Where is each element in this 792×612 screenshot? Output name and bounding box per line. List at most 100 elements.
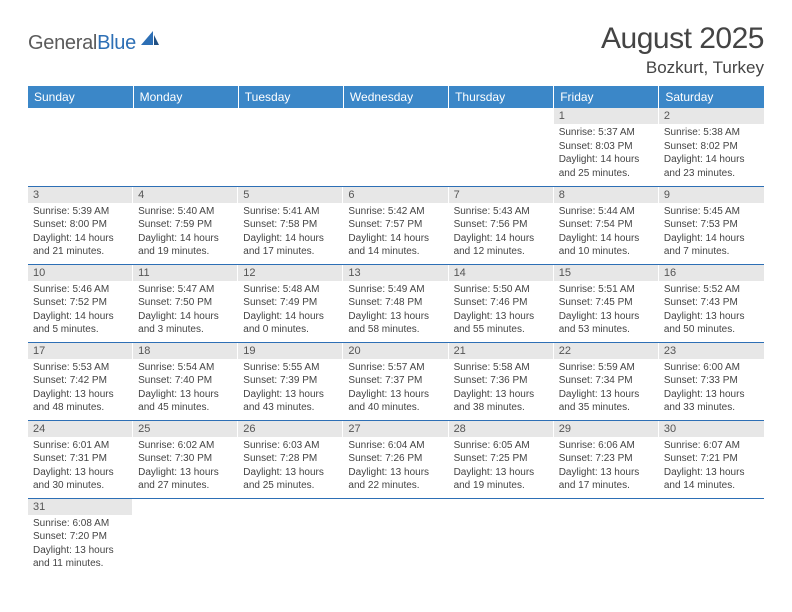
daylight-text: Daylight: 13 hours [243,466,338,480]
calendar-cell: 11Sunrise: 5:47 AMSunset: 7:50 PMDayligh… [133,264,238,342]
day-number: 5 [238,187,343,203]
sunset-text: Sunset: 7:54 PM [559,218,654,232]
calendar-cell [238,498,343,576]
header: General Blue August 2025 Bozkurt, Turkey [28,22,764,78]
daylight-text: and 50 minutes. [664,323,759,337]
sunrise-text: Sunrise: 6:05 AM [454,439,549,453]
sunrise-text: Sunrise: 6:03 AM [243,439,338,453]
sunrise-text: Sunrise: 5:58 AM [454,361,549,375]
daylight-text: Daylight: 13 hours [664,466,759,480]
day-body: Sunrise: 6:05 AMSunset: 7:25 PMDaylight:… [449,437,554,497]
calendar-row: 24Sunrise: 6:01 AMSunset: 7:31 PMDayligh… [28,420,764,498]
daylight-text: and 25 minutes. [559,167,654,181]
daylight-text: Daylight: 14 hours [33,310,128,324]
calendar-cell: 29Sunrise: 6:06 AMSunset: 7:23 PMDayligh… [554,420,659,498]
day-number: 21 [449,343,554,359]
day-body: Sunrise: 5:48 AMSunset: 7:49 PMDaylight:… [238,281,343,341]
calendar-cell: 13Sunrise: 5:49 AMSunset: 7:48 PMDayligh… [343,264,448,342]
daylight-text: and 19 minutes. [454,479,549,493]
calendar-cell: 8Sunrise: 5:44 AMSunset: 7:54 PMDaylight… [554,186,659,264]
day-number: 23 [659,343,764,359]
calendar-cell: 1Sunrise: 5:37 AMSunset: 8:03 PMDaylight… [554,108,659,186]
calendar-cell: 20Sunrise: 5:57 AMSunset: 7:37 PMDayligh… [343,342,448,420]
daylight-text: and 33 minutes. [664,401,759,415]
sunset-text: Sunset: 7:57 PM [348,218,443,232]
sunset-text: Sunset: 7:36 PM [454,374,549,388]
title-block: August 2025 Bozkurt, Turkey [601,22,764,78]
day-number: 2 [659,108,764,124]
calendar-cell [659,498,764,576]
weekday-header: Friday [554,86,659,108]
weekday-header: Monday [133,86,238,108]
daylight-text: Daylight: 14 hours [664,232,759,246]
day-body: Sunrise: 6:02 AMSunset: 7:30 PMDaylight:… [133,437,238,497]
sunset-text: Sunset: 7:45 PM [559,296,654,310]
day-number: 3 [28,187,133,203]
sunrise-text: Sunrise: 5:50 AM [454,283,549,297]
day-body: Sunrise: 5:39 AMSunset: 8:00 PMDaylight:… [28,203,133,263]
daylight-text: Daylight: 13 hours [559,466,654,480]
location: Bozkurt, Turkey [601,58,764,78]
logo-sail-icon [139,29,161,52]
daylight-text: Daylight: 13 hours [33,388,128,402]
day-number: 30 [659,421,764,437]
day-number: 17 [28,343,133,359]
sunrise-text: Sunrise: 5:51 AM [559,283,654,297]
sunset-text: Sunset: 8:00 PM [33,218,128,232]
day-body: Sunrise: 5:47 AMSunset: 7:50 PMDaylight:… [133,281,238,341]
daylight-text: Daylight: 14 hours [138,310,233,324]
day-number: 27 [343,421,448,437]
calendar-row: 17Sunrise: 5:53 AMSunset: 7:42 PMDayligh… [28,342,764,420]
calendar-cell [133,498,238,576]
daylight-text: Daylight: 14 hours [454,232,549,246]
calendar-cell: 15Sunrise: 5:51 AMSunset: 7:45 PMDayligh… [554,264,659,342]
daylight-text: and 45 minutes. [138,401,233,415]
day-number: 6 [343,187,448,203]
logo-text-general: General [28,32,97,55]
daylight-text: and 3 minutes. [138,323,233,337]
day-body: Sunrise: 5:46 AMSunset: 7:52 PMDaylight:… [28,281,133,341]
calendar-table: Sunday Monday Tuesday Wednesday Thursday… [28,86,764,576]
daylight-text: and 35 minutes. [559,401,654,415]
calendar-cell: 31Sunrise: 6:08 AMSunset: 7:20 PMDayligh… [28,498,133,576]
sunrise-text: Sunrise: 6:00 AM [664,361,759,375]
sunrise-text: Sunrise: 6:07 AM [664,439,759,453]
sunrise-text: Sunrise: 5:49 AM [348,283,443,297]
daylight-text: Daylight: 13 hours [33,466,128,480]
daylight-text: Daylight: 13 hours [454,466,549,480]
day-number: 18 [133,343,238,359]
sunset-text: Sunset: 7:59 PM [138,218,233,232]
calendar-cell: 27Sunrise: 6:04 AMSunset: 7:26 PMDayligh… [343,420,448,498]
sunset-text: Sunset: 7:40 PM [138,374,233,388]
daylight-text: Daylight: 14 hours [33,232,128,246]
sunrise-text: Sunrise: 5:42 AM [348,205,443,219]
daylight-text: Daylight: 14 hours [243,232,338,246]
sunrise-text: Sunrise: 5:57 AM [348,361,443,375]
logo: General Blue [28,32,161,55]
day-body: Sunrise: 5:55 AMSunset: 7:39 PMDaylight:… [238,359,343,419]
sunrise-text: Sunrise: 5:43 AM [454,205,549,219]
daylight-text: Daylight: 13 hours [348,466,443,480]
day-body: Sunrise: 5:54 AMSunset: 7:40 PMDaylight:… [133,359,238,419]
calendar-cell: 5Sunrise: 5:41 AMSunset: 7:58 PMDaylight… [238,186,343,264]
logo-text-blue: Blue [97,32,136,55]
day-body: Sunrise: 5:44 AMSunset: 7:54 PMDaylight:… [554,203,659,263]
calendar-cell: 22Sunrise: 5:59 AMSunset: 7:34 PMDayligh… [554,342,659,420]
daylight-text: and 53 minutes. [559,323,654,337]
day-body: Sunrise: 5:59 AMSunset: 7:34 PMDaylight:… [554,359,659,419]
calendar-cell [28,108,133,186]
day-body: Sunrise: 5:43 AMSunset: 7:56 PMDaylight:… [449,203,554,263]
daylight-text: Daylight: 13 hours [138,388,233,402]
day-body: Sunrise: 5:53 AMSunset: 7:42 PMDaylight:… [28,359,133,419]
day-body: Sunrise: 5:42 AMSunset: 7:57 PMDaylight:… [343,203,448,263]
day-number: 13 [343,265,448,281]
sunset-text: Sunset: 7:37 PM [348,374,443,388]
sunrise-text: Sunrise: 6:01 AM [33,439,128,453]
daylight-text: and 27 minutes. [138,479,233,493]
day-number: 10 [28,265,133,281]
daylight-text: and 25 minutes. [243,479,338,493]
calendar-cell [449,108,554,186]
calendar-cell: 14Sunrise: 5:50 AMSunset: 7:46 PMDayligh… [449,264,554,342]
sunset-text: Sunset: 7:56 PM [454,218,549,232]
sunset-text: Sunset: 7:26 PM [348,452,443,466]
